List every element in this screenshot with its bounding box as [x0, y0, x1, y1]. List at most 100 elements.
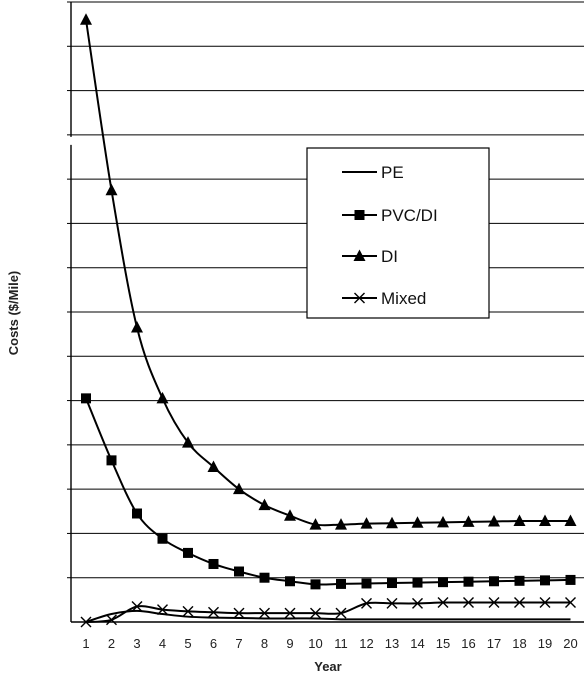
data-point-pvc-di [463, 576, 474, 587]
x-tick-label: 4 [159, 636, 166, 651]
y-axis-title: Costs ($/Mile) [6, 271, 21, 356]
x-marker-stroke [259, 607, 270, 619]
data-point-di [258, 498, 271, 511]
data-point-mixed [514, 597, 525, 609]
data-point-mixed [259, 607, 270, 619]
x-marker-stroke [361, 597, 372, 609]
legend-item-pvc-di: PVC/DI [342, 206, 438, 225]
legend-label-di: DI [381, 247, 398, 266]
x-marker-stroke [157, 604, 168, 616]
data-point-mixed [463, 597, 474, 609]
legend-label-pe: PE [381, 163, 404, 182]
data-point-di [309, 518, 322, 530]
x-tick-label: 20 [563, 636, 577, 651]
data-point-pvc-di [183, 547, 193, 558]
data-point-pvc-di [361, 578, 372, 589]
data-point-pvc-di [157, 533, 168, 544]
x-marker-stroke [106, 614, 117, 626]
x-marker-stroke [386, 597, 398, 609]
series-line-pe [85, 609, 571, 623]
data-point-di [207, 460, 220, 472]
x-tick-label: 19 [538, 636, 552, 651]
data-point-pvc-di [259, 572, 270, 583]
data-point-pvc-di [106, 455, 117, 466]
x-tick-label: 5 [184, 636, 191, 651]
data-point-mixed [80, 616, 92, 628]
data-point-di [462, 515, 475, 527]
x-marker-stroke [412, 597, 423, 609]
data-point-mixed [182, 605, 194, 617]
data-point-mixed [488, 597, 500, 609]
data-point-di [156, 391, 169, 404]
x-marker-stroke [463, 597, 474, 609]
data-point-pvc-di [81, 393, 91, 404]
gridlines [71, 1, 584, 579]
legend-swatch-marker [354, 210, 365, 220]
x-tick-label: 3 [133, 636, 140, 651]
series-group [80, 13, 577, 628]
series-line-pvc-di [85, 397, 571, 586]
data-point-mixed [157, 604, 168, 616]
x-marker-stroke [233, 607, 245, 619]
x-tick-label: 9 [286, 636, 293, 651]
x-marker-stroke [131, 601, 143, 612]
x-marker-stroke [514, 597, 525, 609]
data-point-pvc-di [285, 576, 295, 587]
x-tick-label: 12 [359, 636, 373, 651]
x-tick-labels: 1 2 3 4 5 6 7 8 9 10 11 12 13 14 15 16 17 18 19 20 [82, 636, 577, 651]
x-marker-stroke [488, 597, 500, 609]
legend-swatch-marker [354, 292, 365, 304]
x-marker-stroke [208, 606, 219, 618]
data-point-pvc-di [540, 575, 550, 586]
legend-item-di: DI [342, 247, 398, 266]
x-tick-label: 16 [461, 636, 475, 651]
data-point-pvc-di [132, 508, 142, 519]
data-point-mixed [361, 597, 372, 609]
data-point-di [488, 514, 500, 527]
data-point-di [360, 517, 373, 529]
data-point-pvc-di [310, 579, 321, 590]
data-point-di [182, 436, 194, 448]
data-point-di [105, 183, 118, 196]
x-marker-stroke [539, 597, 551, 609]
data-point-mixed [335, 607, 347, 619]
data-point-mixed [539, 597, 551, 609]
data-point-mixed [233, 607, 245, 619]
data-point-pvc-di [234, 566, 244, 577]
x-tick-label: 6 [210, 636, 217, 651]
legend-label-pvc-di: PVC/DI [381, 206, 438, 225]
data-point-mixed [284, 607, 296, 619]
data-point-pvc-di [489, 576, 499, 587]
data-point-di [335, 518, 347, 530]
x-tick-label: 14 [410, 636, 424, 651]
data-point-mixed [412, 597, 423, 609]
x-marker-stroke [284, 607, 296, 619]
data-point-pvc-di [387, 578, 397, 589]
data-point-di [513, 514, 526, 527]
data-point-di [411, 516, 424, 528]
x-marker-stroke [80, 616, 92, 628]
series-pvc-di [81, 393, 576, 590]
x-tick-label: 8 [261, 636, 268, 651]
data-point-mixed [386, 597, 398, 609]
x-tick-label: 7 [235, 636, 242, 651]
x-marker-stroke [437, 597, 449, 609]
data-point-di [386, 516, 398, 529]
data-point-di [80, 13, 92, 25]
data-point-mixed [565, 597, 576, 609]
series-pe [85, 609, 571, 623]
legend-label-mixed: Mixed [381, 289, 426, 308]
data-point-di [233, 482, 245, 495]
legend-item-mixed: Mixed [342, 289, 426, 308]
x-tick-label: 18 [512, 636, 526, 651]
axes [67, 1, 584, 623]
x-tick-label: 2 [108, 636, 115, 651]
data-point-mixed [131, 601, 143, 612]
data-point-mixed [208, 606, 219, 618]
series-mixed [80, 597, 576, 628]
series-line-mixed [85, 601, 571, 623]
data-point-di [437, 515, 449, 528]
data-point-pvc-di [514, 575, 525, 586]
x-marker-stroke [182, 605, 194, 617]
data-point-mixed [106, 614, 117, 626]
